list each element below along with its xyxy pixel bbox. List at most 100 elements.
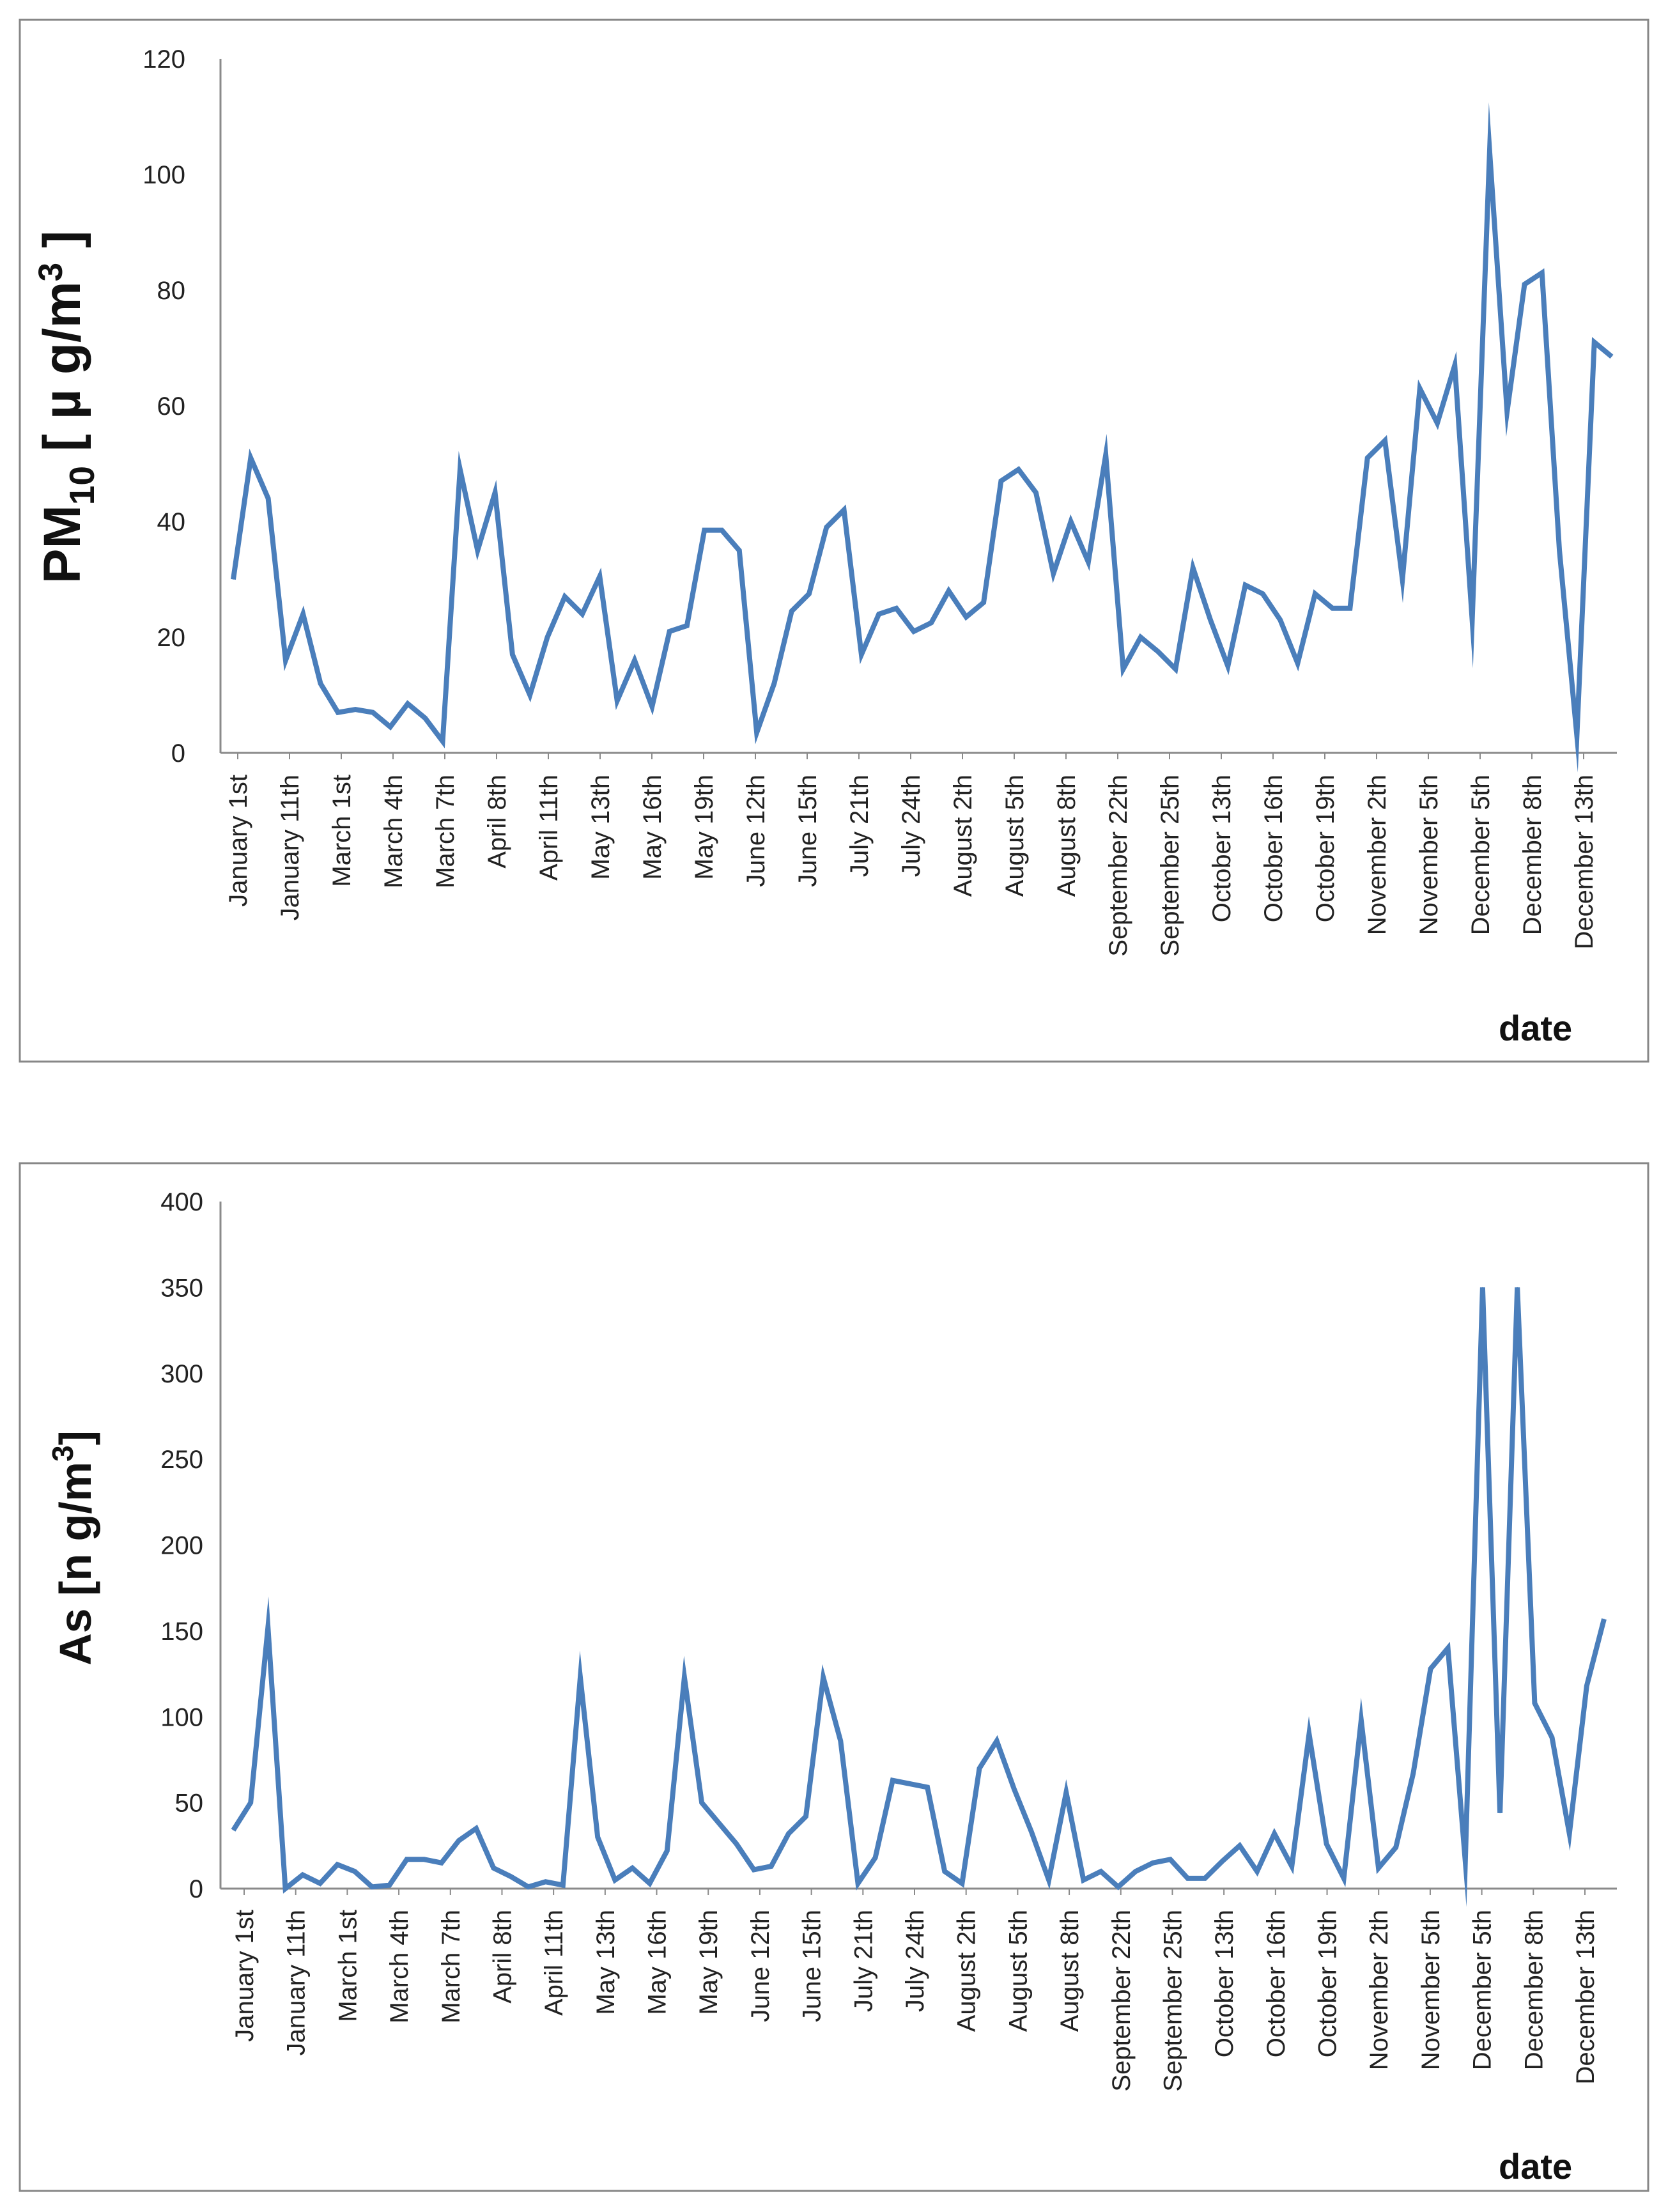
x-tick-label: May 13th	[592, 1910, 620, 2015]
data-point	[459, 469, 461, 470]
data-point	[1603, 1618, 1605, 1620]
data-point	[406, 1859, 407, 1860]
x-tick-label: June 15th	[798, 1910, 826, 2022]
x-tick-label: August 5th	[1004, 1910, 1032, 2032]
data-point	[1594, 342, 1595, 343]
data-point	[927, 1786, 928, 1788]
data-point	[1402, 579, 1403, 580]
x-tick-label: April 11th	[540, 1910, 568, 2016]
y-tick-label: 300	[160, 1360, 203, 1388]
data-point	[320, 683, 321, 684]
x-tick-label: December 8th	[1520, 1910, 1548, 2070]
data-point	[651, 706, 653, 708]
x-tick-label: January 1st	[231, 1910, 259, 2042]
data-point	[1170, 1859, 1171, 1860]
data-point	[805, 1816, 807, 1817]
data-point	[477, 550, 478, 551]
y-tick-label: 40	[157, 508, 186, 536]
data-point	[233, 579, 234, 580]
x-tick-label: September 22th	[1104, 775, 1132, 957]
y-tick-label: 50	[175, 1790, 204, 1818]
x-tick-label: October 16th	[1260, 775, 1288, 922]
data-point	[1559, 550, 1560, 551]
series-line-as	[231, 1287, 1607, 1907]
x-tick-label: October 13th	[1210, 1910, 1239, 2057]
x-tick-label: May 19th	[690, 775, 718, 880]
x-tick-label: May 13th	[587, 775, 615, 880]
data-point	[1065, 1792, 1067, 1793]
x-tick-label: November 2th	[1363, 775, 1391, 935]
x-tick-label: August 8th	[1053, 775, 1081, 897]
data-point	[1140, 637, 1141, 638]
data-point	[1384, 440, 1386, 441]
y-tick-label: 250	[160, 1446, 203, 1474]
x-tick-label: March 1st	[334, 1910, 362, 2022]
x-tick-label: July 24th	[897, 775, 925, 877]
data-point	[736, 1843, 737, 1845]
x-tick-label: May 16th	[638, 775, 667, 880]
x-tick-label: June 12th	[746, 1910, 775, 2022]
y-tick-label: 100	[160, 1703, 203, 1731]
x-tick-label: April 11th	[535, 775, 563, 881]
y-tick-label: 20	[157, 624, 186, 652]
data-point	[1018, 469, 1019, 470]
data-point	[580, 1676, 581, 1678]
data-point	[892, 1780, 893, 1781]
x-tick-label: November 5th	[1417, 1910, 1445, 2070]
data-point	[1256, 1871, 1258, 1872]
x-tick-label: July 24th	[901, 1910, 929, 2012]
x-tick-label: March 7th	[437, 1910, 465, 2023]
data-point	[1222, 1860, 1223, 1862]
data-point	[753, 1869, 755, 1870]
x-tick-label: April 8th	[483, 775, 511, 869]
x-tick-label: July 21th	[849, 1910, 877, 2012]
y-axis-title: As [n g/m3]	[46, 1430, 100, 1666]
as-chart: 0 50 100 150 200 250 300 350 400 January 1st Janua…	[46, 1188, 1617, 2186]
data-point	[547, 637, 548, 638]
x-tick-label: October 19th	[1314, 1910, 1342, 2057]
data-point	[996, 1740, 998, 1742]
x-tick-label: November 2th	[1365, 1910, 1393, 2070]
data-point	[1517, 1287, 1518, 1288]
x-tick-label: October 19th	[1311, 775, 1340, 922]
data-point	[355, 709, 356, 710]
x-tick-label: October 13th	[1208, 775, 1236, 922]
x-tick-label: August 2th	[949, 775, 977, 897]
x-tick-label: September 25th	[1159, 1910, 1187, 2092]
data-point	[773, 683, 775, 684]
data-point	[822, 1676, 824, 1678]
x-tick-label: March 7th	[431, 775, 459, 888]
data-point	[1053, 573, 1054, 574]
data-point	[875, 1857, 876, 1859]
data-point	[1157, 651, 1159, 653]
x-tick-label: December 13th	[1570, 775, 1598, 949]
y-tick-label: 60	[157, 392, 186, 421]
data-point	[599, 576, 600, 577]
x-tick-label: June 12th	[742, 775, 770, 887]
data-point	[1586, 1685, 1587, 1687]
data-point	[1419, 388, 1421, 389]
x-tick-label: January 11th	[282, 1910, 311, 2055]
pm10-chart-frame	[19, 19, 1649, 1063]
pm10-chart: 0 20 40 60 80 100 120 January 1st January 11th Ma…	[32, 45, 1617, 1048]
data-point	[686, 625, 688, 626]
data-point	[1135, 1871, 1136, 1872]
data-point	[1412, 1773, 1414, 1774]
x-tick-label: December 8th	[1518, 775, 1547, 935]
data-point	[791, 610, 792, 612]
data-point	[1239, 1845, 1240, 1846]
series-line-pm10	[231, 102, 1614, 773]
x-tick-label: July 21th	[846, 775, 874, 877]
data-point	[1541, 272, 1543, 274]
y-tick-label: 150	[160, 1618, 203, 1646]
data-point	[1279, 619, 1281, 621]
x-tick-label: December 5th	[1467, 775, 1495, 935]
y-tick-label: 0	[189, 1875, 203, 1903]
x-tick-label: June 15th	[794, 775, 822, 887]
as-chart-frame	[19, 1162, 1649, 2192]
data-point	[913, 631, 915, 632]
data-point	[1100, 1871, 1102, 1872]
x-tick-label: December 13th	[1571, 1910, 1600, 2084]
x-tick-label: October 16th	[1262, 1910, 1290, 2057]
